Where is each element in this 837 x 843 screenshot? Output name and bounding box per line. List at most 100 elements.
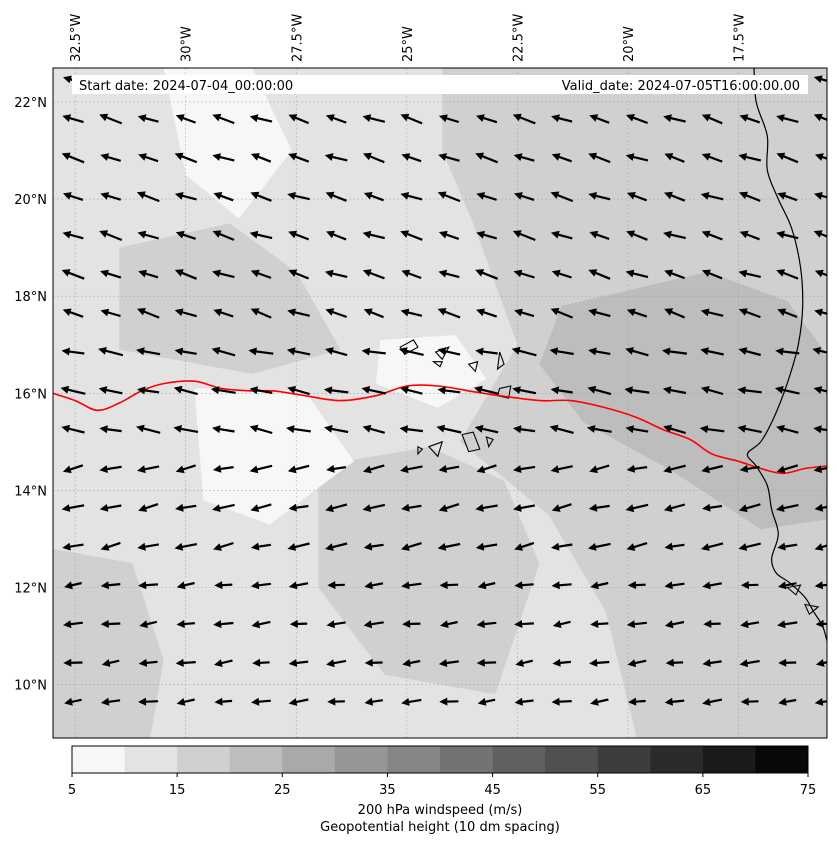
wind-arrow-head xyxy=(362,424,372,433)
wind-arrow-head xyxy=(212,269,221,278)
colorbar-segment xyxy=(702,746,756,773)
wind-arrow-head xyxy=(475,269,485,277)
wind-arrow-head xyxy=(550,230,560,239)
wind-arrow-head xyxy=(288,269,298,277)
wind-arrow-head xyxy=(402,619,411,628)
wind-arrow-head xyxy=(438,114,448,123)
wind-arrow-head xyxy=(363,542,373,551)
wind-arrow-head xyxy=(288,503,297,512)
wind-arrow-shaft xyxy=(780,116,799,123)
wind-arrow-head xyxy=(63,620,72,629)
wind-arrow-head xyxy=(400,230,410,238)
wind-arrow-head xyxy=(212,464,222,473)
wind-arrow-head xyxy=(137,230,147,239)
wind-arrow-shaft xyxy=(780,270,799,280)
wind-arrow-head xyxy=(513,425,522,434)
wind-arrow-head xyxy=(137,465,146,474)
wind-arrow-head xyxy=(362,114,372,122)
wind-arrow-head xyxy=(702,581,711,590)
wind-arrow-shaft xyxy=(591,387,612,396)
wind-arrow-head xyxy=(628,697,637,706)
shade-region xyxy=(163,68,292,219)
wind-arrow-head xyxy=(398,347,408,355)
wind-arrow-shaft xyxy=(291,387,310,396)
wind-arrow-head xyxy=(438,230,448,239)
wind-arrow-head xyxy=(137,386,146,395)
wind-arrow-head xyxy=(325,543,334,551)
wind-arrow-head xyxy=(326,230,335,239)
wind-arrow-head xyxy=(776,424,785,433)
wind-arrow-head xyxy=(590,581,599,590)
wind-arrow-head xyxy=(100,543,110,551)
wind-arrow-shaft xyxy=(178,427,199,433)
wind-arrow-shaft xyxy=(65,270,85,280)
wind-arrow-head xyxy=(289,619,298,628)
wind-arrow-head xyxy=(777,620,786,629)
wind-arrow-shaft xyxy=(516,349,537,357)
colorbar-tick-label: 45 xyxy=(484,783,501,798)
wind-arrow-shaft xyxy=(404,427,424,433)
wind-arrow-head xyxy=(361,386,371,394)
wind-arrow-head xyxy=(513,153,523,161)
wind-arrow-head xyxy=(362,230,372,239)
wind-arrow-head xyxy=(624,386,633,395)
wind-arrow-head xyxy=(438,465,448,473)
wind-arrow-head xyxy=(551,269,561,278)
wind-arrow-head xyxy=(288,659,298,667)
colorbar-tick-label: 35 xyxy=(379,783,396,798)
wind-arrow-head xyxy=(437,308,447,316)
wind-arrow-shaft xyxy=(554,349,574,356)
wind-arrow-head xyxy=(62,465,72,474)
wind-arrow-head xyxy=(400,192,410,200)
wind-arrow-head xyxy=(777,542,786,551)
wind-arrow-head xyxy=(663,465,672,474)
wind-arrow-head xyxy=(213,543,222,551)
wind-arrow-head xyxy=(813,386,823,394)
wind-arrow-head xyxy=(513,504,522,512)
wind-arrow-head xyxy=(439,697,448,706)
wind-arrow-shaft xyxy=(366,350,386,355)
wind-arrow-head xyxy=(776,269,786,277)
colorbar-tick-label: 65 xyxy=(695,783,712,798)
wind-arrow-head xyxy=(138,697,147,706)
wind-arrow-head xyxy=(327,697,336,706)
wind-arrow-head xyxy=(739,464,749,473)
wind-arrow-head xyxy=(249,114,259,123)
wind-arrow-head xyxy=(551,153,561,161)
colorbar-segment xyxy=(597,746,651,773)
wind-arrow-head xyxy=(60,385,70,394)
wind-arrow-head xyxy=(364,581,373,590)
wind-arrow-head xyxy=(100,192,110,200)
wind-arrow-head xyxy=(739,659,749,668)
lon-tick-label: 32.5°W xyxy=(69,14,84,62)
wind-arrow-shaft xyxy=(818,115,827,122)
island-outline xyxy=(467,360,479,373)
wind-arrow-head xyxy=(62,308,72,316)
island-outline xyxy=(785,584,802,596)
wind-arrow-head xyxy=(814,698,824,706)
wind-arrow-head xyxy=(287,192,296,200)
wind-arrow-head xyxy=(776,504,785,512)
wind-arrow-head xyxy=(625,425,634,434)
wind-arrow-shaft xyxy=(779,388,800,395)
wind-arrow-head xyxy=(250,269,260,278)
wind-arrow-head xyxy=(739,114,749,122)
wind-arrow-head xyxy=(476,114,485,122)
wind-arrow-head xyxy=(663,114,672,123)
wind-arrow-head xyxy=(476,465,486,474)
wind-arrow-shaft xyxy=(479,154,499,164)
wind-arrow-head xyxy=(549,347,559,356)
wind-arrow-head xyxy=(662,347,671,356)
wind-arrow-shaft xyxy=(780,504,799,510)
wind-arrow-head xyxy=(286,347,296,356)
wind-arrow-head xyxy=(776,152,786,161)
wind-arrow-head xyxy=(513,465,522,473)
wind-arrow-shaft xyxy=(592,542,611,549)
wind-arrow-head xyxy=(552,620,562,628)
wind-arrow-head xyxy=(438,153,447,161)
colorbar: 5 15 25 35 45 55 65 75 xyxy=(68,745,816,798)
wind-arrow-head xyxy=(590,698,599,706)
wind-arrow-head xyxy=(738,153,748,161)
wind-arrow-head xyxy=(776,114,785,122)
wind-arrow-head xyxy=(100,308,110,317)
